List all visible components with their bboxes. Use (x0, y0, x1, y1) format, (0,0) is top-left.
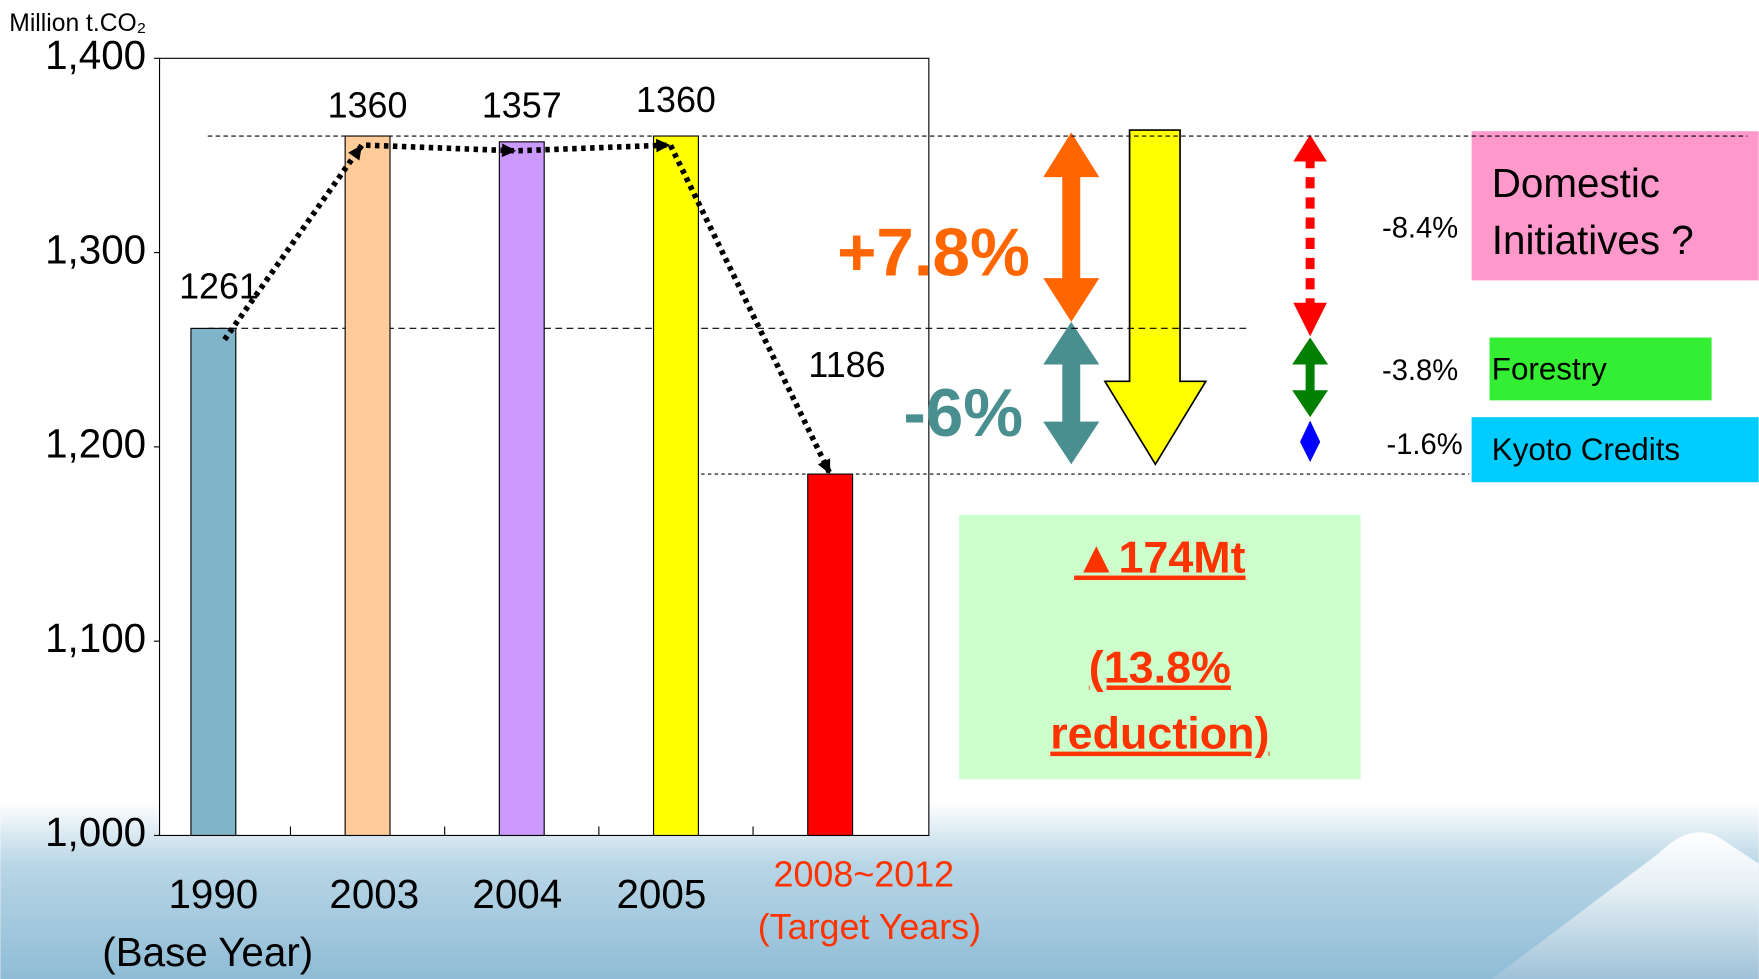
x-tick-label: 1990 (168, 871, 258, 917)
y-tick-label: 1,300 (45, 226, 146, 272)
increase-arrow (1043, 132, 1099, 322)
cut-label: -6% (903, 376, 1023, 451)
domestic-pct: -8.4% (1382, 213, 1458, 245)
reduction-share: (13.8% (1089, 641, 1231, 692)
x-tick-label: 2004 (472, 871, 562, 917)
bar (191, 328, 236, 835)
reduction-label: ▲174Mt (1074, 532, 1246, 583)
bar (499, 142, 544, 836)
cut-arrow (1043, 322, 1099, 464)
forestry-pct: -3.8% (1382, 355, 1458, 387)
forestry-arrow (1292, 338, 1328, 418)
reduction-share: reduction) (1050, 708, 1269, 759)
increase-label: +7.8% (837, 216, 1030, 291)
credits-label: Kyoto Credits (1492, 432, 1680, 467)
forestry-label: Forestry (1492, 351, 1607, 386)
domestic-label: Initiatives ? (1492, 217, 1694, 263)
x-tick-label: 2003 (329, 871, 419, 917)
credits-arrow (1300, 421, 1320, 462)
y-tick-label: 1,000 (45, 809, 146, 855)
domestic-label: Domestic (1492, 160, 1660, 206)
y-tick-label: 1,200 (45, 421, 146, 467)
y-tick-label: 1,100 (45, 615, 146, 661)
value-label: 1261 (179, 267, 259, 307)
x-tick-label: 2008~2012 (774, 854, 955, 894)
value-label: 1186 (808, 345, 885, 385)
total-arrow (1105, 130, 1206, 464)
arrows (1043, 130, 1328, 464)
value-label: 1357 (482, 86, 562, 126)
y-tick-label: 1,400 (45, 32, 146, 78)
chart: Million t.CO₂ +7.8% -6% ▲174Mt (13.8% re… (0, 0, 1759, 979)
x-tick-label: 2005 (616, 871, 706, 917)
x-tick-sublabel: (Base Year) (102, 929, 313, 975)
page: {"chart_data":{"type":"bar","y_label":"M… (0, 0, 1759, 979)
value-label: 1360 (328, 85, 408, 125)
credits-pct: -1.6% (1387, 429, 1463, 461)
bar (345, 136, 390, 835)
x-tick-sublabel: (Target Years) (758, 907, 981, 947)
bar (654, 136, 699, 835)
value-label: 1360 (636, 80, 716, 120)
bar (808, 474, 853, 835)
